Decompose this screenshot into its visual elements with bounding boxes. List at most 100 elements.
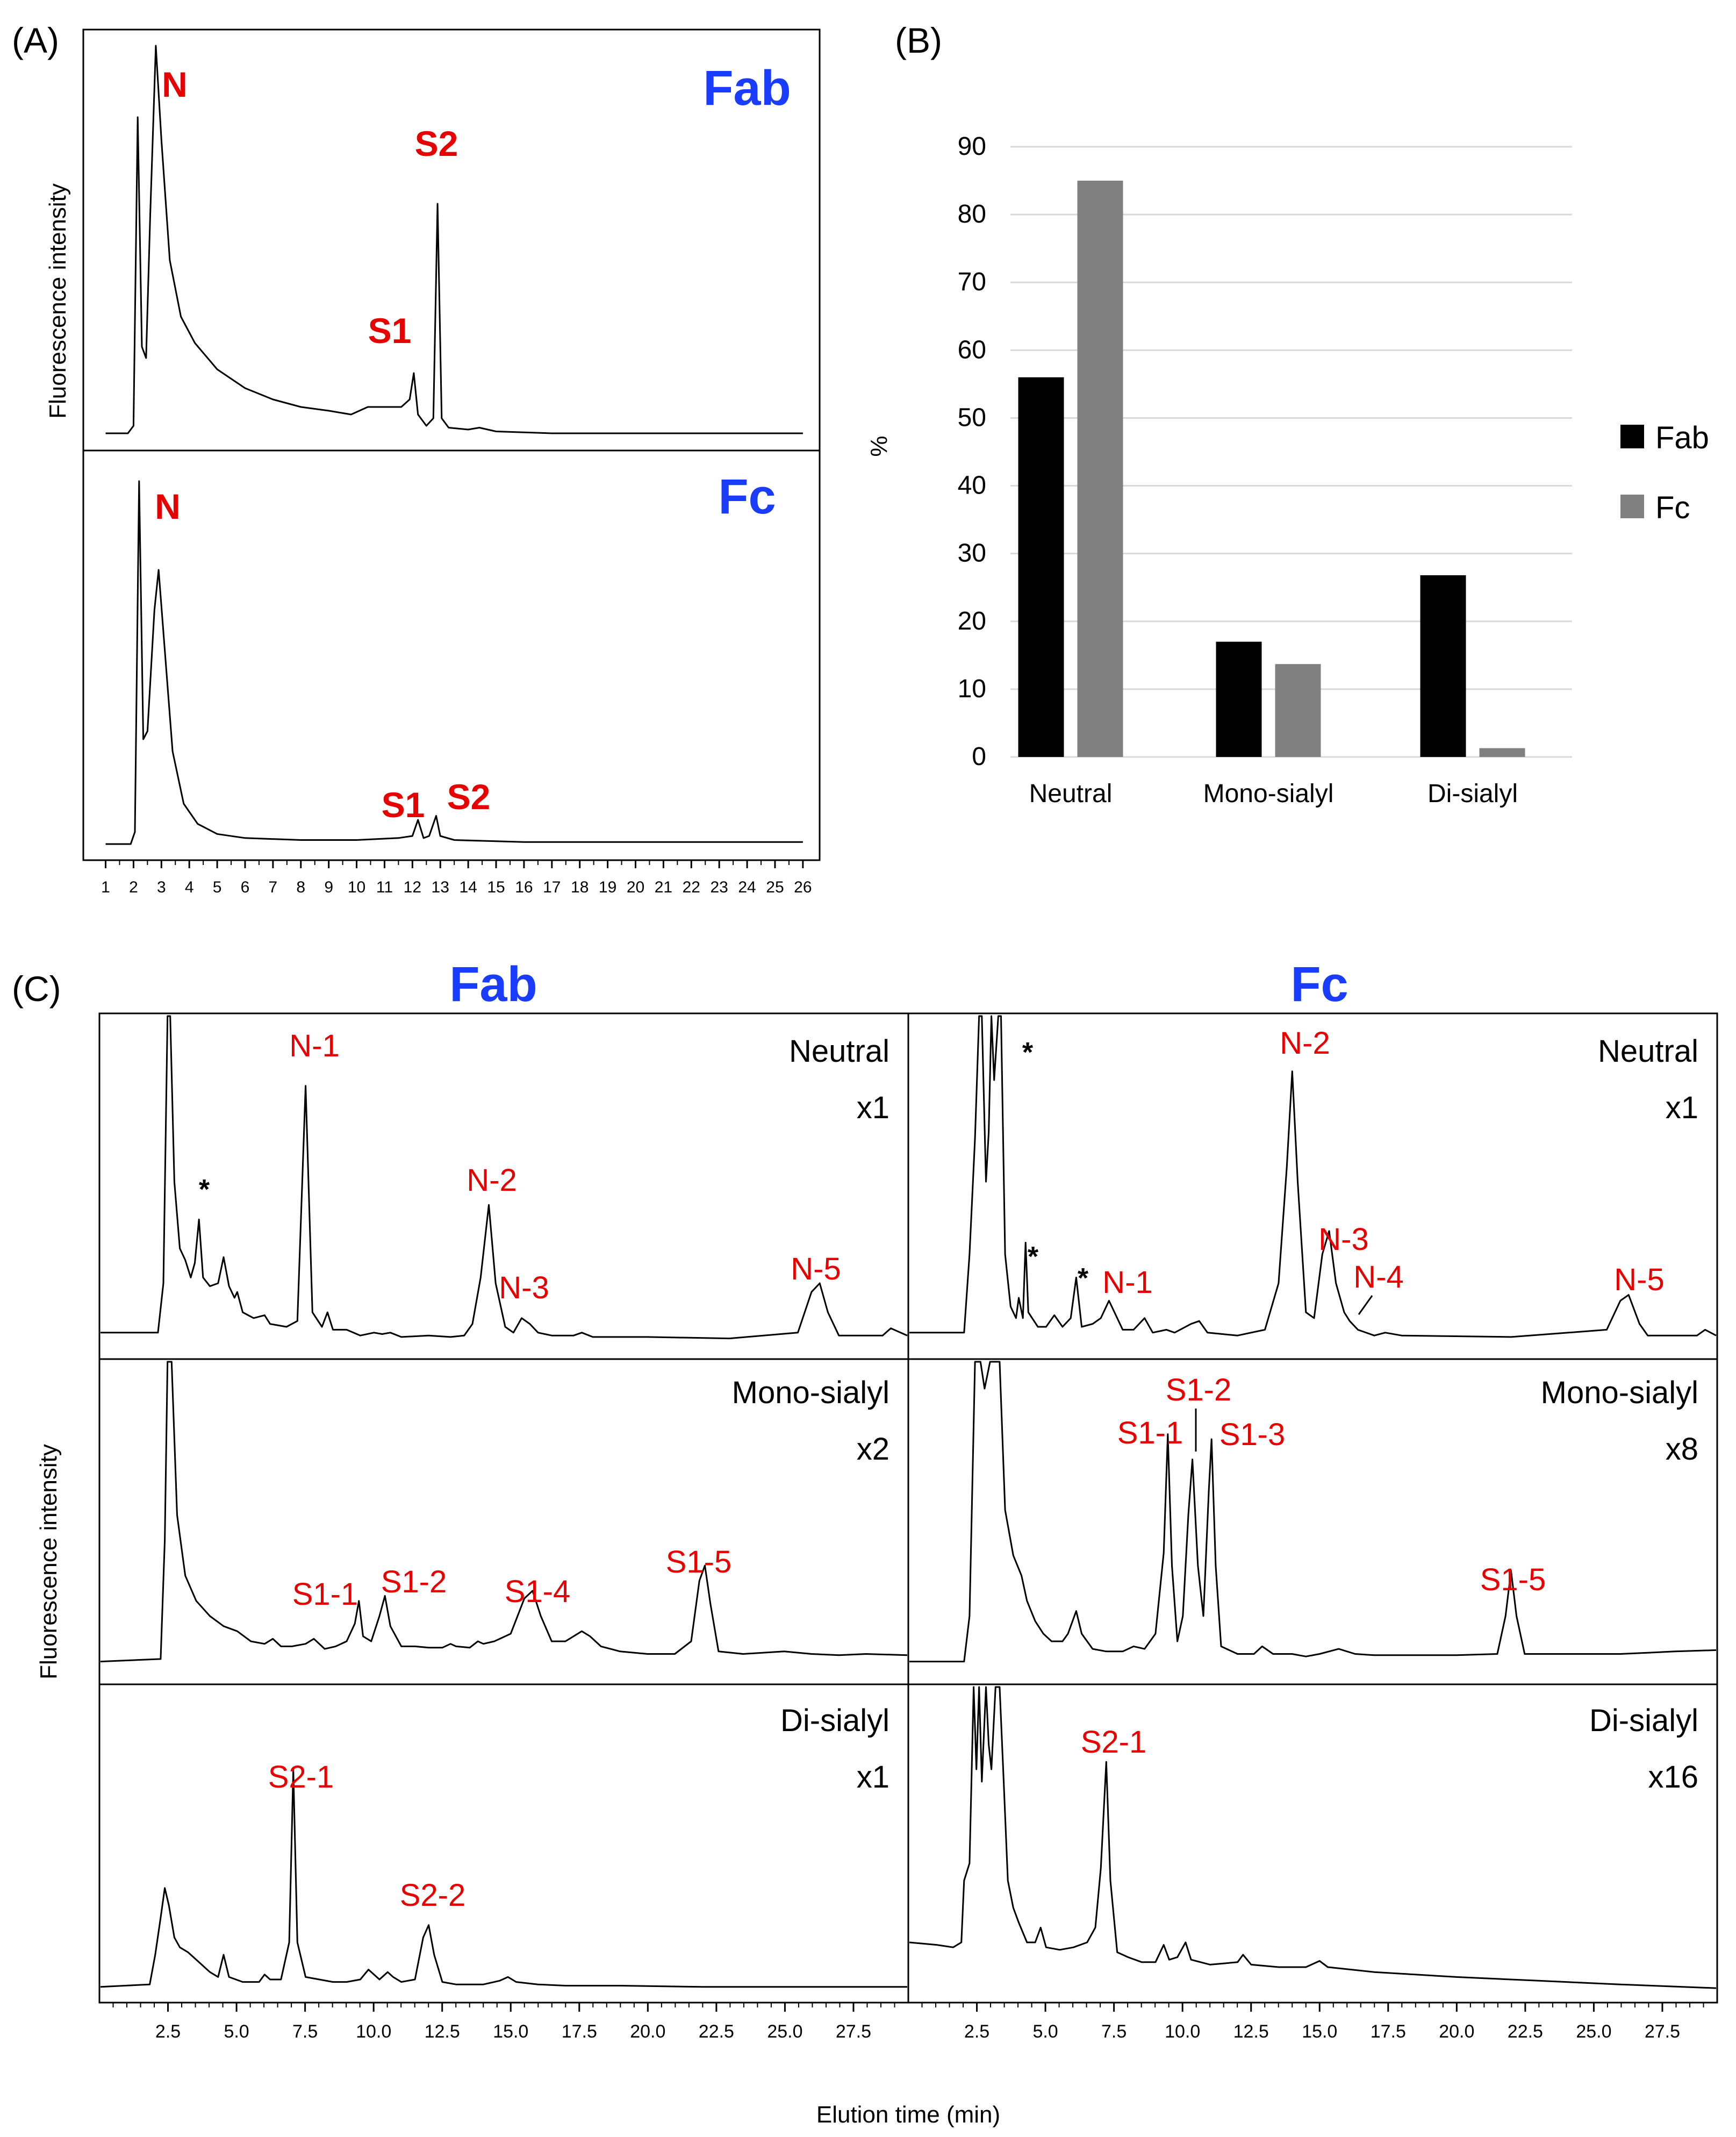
a-xtick-label: 26	[794, 878, 812, 896]
fc-peak-s1: S1	[382, 785, 425, 825]
fc-peak-n: N	[155, 487, 181, 526]
b-ytick-label: 40	[958, 471, 986, 500]
a-xtick-label: 4	[185, 878, 194, 896]
legend-fc-swatch	[1620, 495, 1644, 518]
panel-b-label: (B)	[895, 20, 942, 60]
panel-a-frame	[82, 28, 821, 861]
fc-neutral-row-label: Neutral	[1598, 1034, 1698, 1069]
a-xtick-label: 11	[376, 878, 393, 896]
c-xtick-label: 10.0	[356, 2021, 391, 2042]
a-xtick-label: 14	[459, 878, 477, 896]
b-ytick-label: 20	[958, 607, 986, 635]
c-xtick-label: 7.5	[292, 2021, 318, 2042]
b-ytick-label: 90	[958, 132, 986, 161]
c-xtick-label: 20.0	[1439, 2021, 1474, 2042]
c-xtick-label: 22.5	[1508, 2021, 1543, 2042]
b-ytick-label: 70	[958, 268, 986, 296]
c-xtick-label: 5.0	[1032, 2021, 1058, 2042]
c-fab-s1-2: S1-2	[381, 1564, 447, 1599]
a-xtick-label: 8	[296, 878, 305, 896]
c-xtick-label: 5.0	[224, 2021, 249, 2042]
fc-mono-sialyl-trace	[909, 1361, 1717, 1663]
c-xtick-label: 17.5	[1371, 2021, 1406, 2042]
a-xtick-label: 16	[515, 878, 533, 896]
c-fc-s1-2: S1-2	[1166, 1373, 1232, 1407]
c-fc-n4: N-4	[1353, 1260, 1403, 1295]
fab-peak-n: N	[162, 65, 188, 104]
fab-di-row-label: Di-sialyl	[780, 1703, 889, 1738]
bar-fab-mono-sialyl	[1216, 641, 1262, 757]
legend-fab-label: Fab	[1655, 420, 1709, 455]
panel-c-fab-title: Fab	[449, 957, 537, 1012]
c-xtick-label: 15.0	[493, 2021, 528, 2042]
a-xtick-label: 23	[710, 878, 728, 896]
c-fc-n2: N-2	[1280, 1026, 1330, 1061]
panel-b-y-ticks: 0 10 20 30 40 50 60 70 80 90	[958, 132, 986, 771]
b-category-label: Neutral	[1029, 780, 1113, 808]
c-fab-s1-5: S1-5	[666, 1545, 732, 1579]
a-xtick-label: 19	[599, 878, 616, 896]
fc-mono-row-label: Mono-sialyl	[1541, 1375, 1698, 1410]
b-category-label: Mono-sialyl	[1203, 780, 1334, 808]
a-xtick-label: 25	[766, 878, 784, 896]
b-ytick-label: 80	[958, 200, 986, 228]
c-fc-n1: N-1	[1102, 1265, 1152, 1300]
fc-di-row-label: Di-sialyl	[1589, 1703, 1698, 1738]
a-xtick-label: 20	[627, 878, 644, 896]
panel-b-ylabel: %	[866, 435, 892, 456]
fab-peak-s2: S2	[415, 124, 458, 163]
c-xtick-label: 20.0	[630, 2021, 665, 2042]
a-xtick-label: 1	[101, 878, 110, 896]
fab-chromatogram-a	[105, 45, 803, 434]
c-fab-n2: N-2	[467, 1163, 517, 1198]
c-fab-n5: N-5	[791, 1252, 841, 1287]
c-fab-s1-4: S1-4	[505, 1574, 571, 1609]
fc-chromatogram-a	[105, 480, 803, 845]
fab-di-scale: x1	[857, 1760, 889, 1795]
fab-di-sialyl-trace	[100, 1768, 907, 1988]
fab-neutral-trace	[101, 1015, 908, 1340]
a-xtick-label: 10	[348, 878, 365, 896]
fc-mono-scale: x8	[1666, 1432, 1698, 1467]
c-fab-asterisk-1: *	[199, 1174, 210, 1205]
panel-c-label: (C)	[12, 969, 61, 1009]
bar-fc-mono-sialyl	[1275, 664, 1321, 757]
c-xtick-label: 12.5	[425, 2021, 460, 2042]
a-xtick-label: 21	[655, 878, 672, 896]
a-xtick-label: 2	[129, 878, 138, 896]
panel-a-fab-title: Fab	[703, 61, 791, 116]
fab-mono-scale: x2	[857, 1432, 889, 1467]
bar-fc-di-sialyl	[1479, 748, 1525, 757]
a-xtick-label: 3	[157, 878, 166, 896]
legend-fc-label: Fc	[1655, 490, 1690, 525]
bar-fab-di-sialyl	[1420, 575, 1466, 757]
panel-b-legend: Fab Fc	[1620, 420, 1709, 525]
c-xtick-label: 2.5	[155, 2021, 181, 2042]
b-ytick-label: 10	[958, 675, 986, 703]
panel-a-x-ticks: 1 2 3 4 5 6 7 8 9 10 11 12 13 14 15 16 17 18 19 20 21 22 23 24 2…	[101, 860, 812, 896]
c-xtick-label: 22.5	[699, 2021, 734, 2042]
c-fab-s2-1: S2-1	[268, 1760, 334, 1795]
c-fc-asterisk-3: *	[1078, 1263, 1089, 1294]
b-ytick-label: 50	[958, 403, 986, 432]
panel-c-xlabel: Elution time (min)	[816, 2102, 1000, 2128]
c-xtick-label: 25.0	[1576, 2021, 1611, 2042]
fab-mono-row-label: Mono-sialyl	[732, 1375, 889, 1410]
c-fab-s1-1: S1-1	[292, 1577, 358, 1612]
c-xtick-label: 25.0	[767, 2021, 802, 2042]
c-fc-s1-5: S1-5	[1480, 1562, 1546, 1597]
b-ytick-label: 0	[972, 742, 986, 771]
c-xtick-label: 10.0	[1165, 2021, 1200, 2042]
c-fab-n1: N-1	[289, 1028, 339, 1063]
c-fc-n3: N-3	[1318, 1222, 1368, 1257]
fc-di-scale: x16	[1648, 1760, 1698, 1795]
c-fab-n3: N-3	[499, 1270, 549, 1305]
c-xtick-label: 2.5	[964, 2021, 989, 2042]
a-xtick-label: 15	[487, 878, 505, 896]
c-fc-asterisk-1: *	[1022, 1037, 1034, 1068]
c-fc-s1-1: S1-1	[1117, 1416, 1183, 1450]
panel-a-ylabel: Fluorescence intensity	[45, 183, 71, 419]
panel-a-label: (A)	[12, 20, 59, 60]
fc-peak-s2: S2	[447, 777, 491, 817]
